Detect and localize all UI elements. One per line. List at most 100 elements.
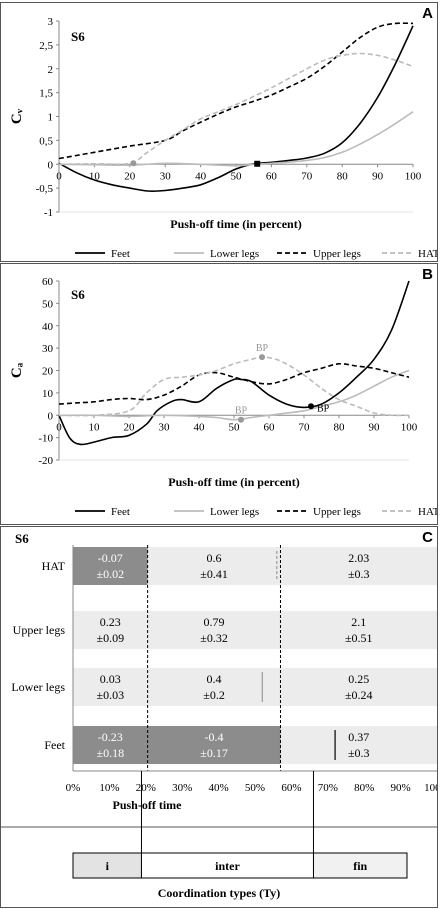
y-tick-label: 10: [42, 388, 54, 400]
segment-mean: 0.79: [204, 615, 225, 629]
panel-a: -1 -0,5 0 0,5 1 1,5 2 2,5 3 0 10 20 30 40 50 60 70 80 90 10…: [0, 2, 438, 262]
segment-mean: 0.25: [348, 672, 369, 686]
y-tick-label: 1: [48, 112, 54, 124]
subject-label: S6: [71, 29, 85, 44]
x-tick-label: 80: [334, 421, 346, 433]
x-tick-label: 90%: [391, 782, 411, 794]
segment-sd: ±0.3: [348, 746, 370, 760]
y-axis-title: Cₐ: [9, 362, 25, 378]
series-line-upper-legs: [58, 22, 414, 160]
segment-cell: [73, 611, 148, 649]
segment-cell: [280, 547, 437, 585]
x-tick-label: 10%: [99, 782, 119, 794]
segment-mean: 0.23: [100, 615, 121, 629]
segment-sd: ±0.17: [200, 746, 228, 760]
row-label: Feet: [44, 738, 65, 752]
x-tick-label: 0: [56, 170, 62, 182]
segment-cell: [147, 611, 281, 649]
panel-letter-c: C: [422, 529, 433, 546]
x-tick-label: 50: [229, 421, 241, 433]
segment-sd: ±0.2: [203, 688, 225, 702]
y-axis-title: Cᵥ: [9, 108, 25, 124]
y-tick-label: 40: [42, 321, 54, 333]
marker: [130, 160, 137, 167]
chart-c-svg: S6 HAT -0.07 ±0.02 0.6 ±0.41 2.03 ±0.3 Upper leg…: [1, 531, 437, 900]
y-tick-label: 2: [48, 64, 54, 76]
segment-cell: [280, 726, 437, 764]
x-axis-title: Push-off time (in percent): [170, 217, 301, 231]
segment-sd: ±0.3: [348, 567, 370, 581]
x-tick-label: 30%: [172, 782, 192, 794]
bp-marker: [259, 354, 265, 361]
coordination-title: Coordination types (Ty): [158, 886, 280, 900]
coordination-label: fin: [353, 859, 367, 873]
segment-mean: 0.03: [100, 672, 121, 686]
segment-cell: [147, 668, 281, 706]
legend-label: HAT: [418, 506, 437, 518]
legend-label: Feet: [111, 506, 130, 518]
x-tick-label: 60%: [281, 782, 301, 794]
legend-label: Feet: [111, 248, 130, 260]
x-tick-label: 90: [372, 170, 384, 182]
segment-mean: -0.4: [205, 730, 224, 744]
segment-sd: ±0.32: [200, 631, 228, 645]
x-tick-label: 70%: [318, 782, 338, 794]
segment-mean: 2.1: [351, 615, 366, 629]
y-tick-label: 3: [48, 16, 54, 28]
bp-label: BP: [317, 403, 330, 414]
series-line-hat: [58, 52, 414, 166]
segment-cell: [73, 547, 148, 585]
x-tick-label: 50: [231, 170, 243, 182]
x-tick-label: 0: [56, 421, 62, 433]
segment-cell: [280, 611, 437, 649]
y-tick-label: 2,5: [39, 40, 53, 52]
coordination-segment: [140, 852, 314, 879]
y-tick-label: 60: [42, 276, 54, 288]
x-tick-label: 0%: [66, 782, 81, 794]
coordination-label: inter: [215, 859, 240, 873]
series-line-feet: [58, 25, 414, 192]
x-tick-label: 10: [89, 421, 101, 433]
segment-sd: ±0.41: [200, 567, 228, 581]
x-tick-label: 30: [159, 421, 171, 433]
coordination-segment: [72, 852, 142, 879]
subject-label: S6: [15, 531, 29, 546]
y-tick-label: 0: [48, 159, 54, 171]
segment-sd: ±0.02: [97, 567, 125, 581]
x-tick-label: 70: [301, 170, 313, 182]
y-tick-label: -10: [38, 433, 53, 445]
x-tick-label: 100: [401, 421, 418, 433]
segment-mean: 0.4: [207, 672, 222, 686]
y-tick-label: -20: [38, 455, 53, 467]
segment-sd: ±0.18: [97, 746, 125, 760]
segment-cell: [147, 726, 281, 764]
x-tick-label: 60: [266, 170, 278, 182]
row-label: HAT: [42, 559, 66, 573]
x-tick-label: 40%: [209, 782, 229, 794]
segment-mean: -0.07: [98, 551, 123, 565]
y-tick-label: 0,5: [39, 135, 53, 147]
panel-letter-a: A: [422, 5, 433, 22]
y-tick-label: 50: [42, 298, 54, 310]
chart-a-svg: -1-0,500,511,522,530 10 20 30 40 50 60 70 80 90 10…: [9, 16, 437, 260]
legend-label: HAT: [418, 248, 437, 260]
x-tick-label: 20: [124, 170, 136, 182]
marker: [254, 160, 261, 167]
row-label: Upper legs: [13, 623, 66, 637]
x-tick-label: 20: [124, 421, 136, 433]
x-tick-label: 80: [337, 170, 349, 182]
row-label: Lower legs: [11, 680, 65, 694]
bp-marker: [308, 403, 314, 410]
x-tick-label: 40: [195, 170, 207, 182]
segment-sd: ±0.24: [345, 688, 373, 702]
x-tick-label: 90: [369, 421, 381, 433]
x-tick-label: 60: [264, 421, 276, 433]
segment-mean: 0.37: [348, 730, 369, 744]
series-line-hat: [58, 356, 410, 417]
segment-mean: 2.03: [348, 551, 369, 565]
y-tick-label: 1,5: [39, 88, 53, 100]
x-tick-label: 10: [89, 170, 101, 182]
series-line-feet: [58, 280, 410, 446]
y-tick-label: 30: [42, 343, 54, 355]
